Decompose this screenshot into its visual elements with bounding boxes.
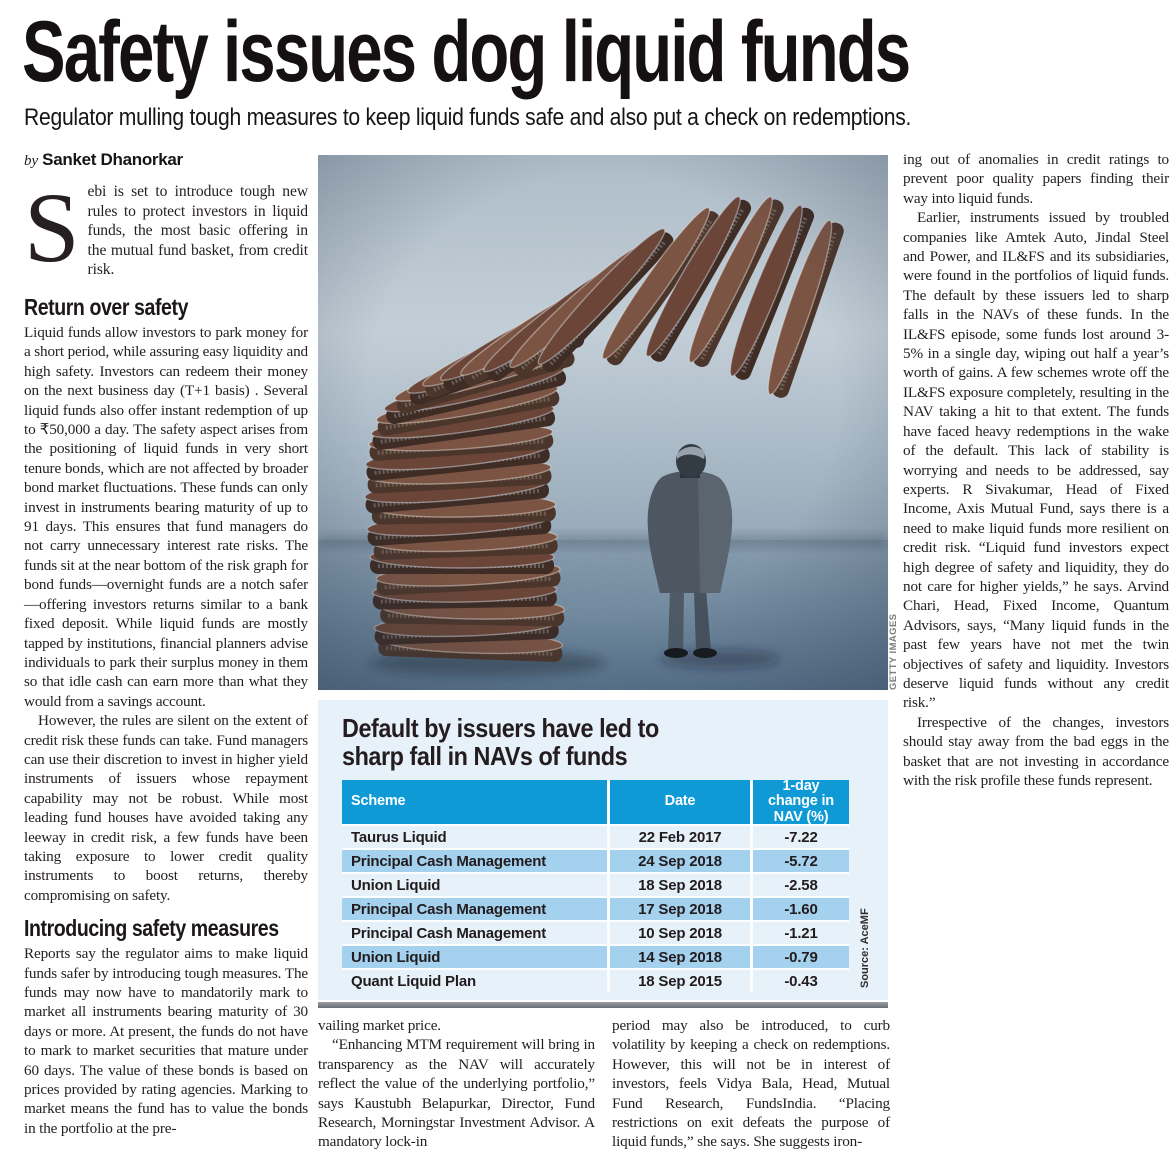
column-header-change: 1-day change in NAV (%) (753, 778, 849, 825)
section-heading-return-over-safety: Return over safety (24, 294, 189, 320)
paragraph: vailing market price. (318, 1017, 441, 1034)
subhead: Regulator mulling tough measures to keep… (24, 104, 912, 131)
table-cell-scheme: Quant Liquid Plan (342, 970, 607, 992)
panel-title-line1: Default by issuers have led to (342, 713, 659, 743)
table-cell-scheme: Principal Cash Management (342, 922, 607, 944)
nav-table: Scheme Date 1-day change in NAV (%) Taur… (342, 778, 849, 992)
paragraph: “Enhancing MTM requirement will bring in… (318, 1036, 595, 1151)
table-cell-date: 10 Sep 2018 (610, 922, 750, 944)
table-cell-change: -0.79 (753, 946, 849, 968)
table-cell-date: 24 Sep 2018 (610, 850, 750, 872)
photo-credit: GETTY IMAGES (888, 613, 899, 690)
table-cell-scheme: Union Liquid (342, 874, 607, 896)
coin-stack-photo (318, 155, 888, 690)
paragraph: However, the rules are silent on the ext… (24, 712, 308, 904)
table-cell-change: -2.58 (753, 874, 849, 896)
paragraph: Earlier, instruments issued by troubled … (903, 209, 1169, 712)
headline: Safety issues dog liquid funds (22, 4, 911, 100)
column-header-date: Date (610, 780, 750, 824)
coin-stack-illustration (318, 155, 888, 690)
table-cell-date: 18 Sep 2015 (610, 970, 750, 992)
bottom-column-2: period may also be introduced, to curb v… (612, 1016, 890, 1152)
paragraph: Reports say the regulator aims to make l… (24, 945, 308, 1137)
paragraph: Liquid funds allow investors to park mon… (24, 324, 308, 710)
column-header-scheme: Scheme (342, 780, 607, 824)
drop-cap: S (24, 172, 80, 283)
intro-text: ebi is set to introduce tough new rules … (87, 183, 309, 279)
section-heading-introducing-safety-measures: Introducing safety measures (24, 915, 279, 942)
table-cell-date: 22 Feb 2017 (610, 826, 750, 848)
byline-prefix: by (24, 153, 39, 169)
table-cell-date: 18 Sep 2018 (610, 874, 750, 896)
table-cell-date: 17 Sep 2018 (610, 898, 750, 920)
divider-rule (318, 1002, 888, 1008)
table-cell-change: -1.21 (753, 922, 849, 944)
nav-table-panel: Default by issuers have led to sharp fall… (318, 700, 888, 1000)
table-cell-scheme: Principal Cash Management (342, 850, 607, 872)
byline-author: Sanket Dhanorkar (42, 150, 183, 169)
paragraph: Irrespective of the changes, investors s… (903, 713, 1169, 789)
right-column: ing out of anomalies in credit ratings t… (903, 150, 1169, 790)
table-cell-scheme: Taurus Liquid (342, 826, 607, 848)
byline: by Sanket Dhanorkar (24, 150, 308, 170)
table-cell-change: -1.60 (753, 898, 849, 920)
table-cell-date: 14 Sep 2018 (610, 946, 750, 968)
table-cell-change: -5.72 (753, 850, 849, 872)
bottom-column-1: vailing market price. “Enhancing MTM req… (318, 1016, 595, 1152)
paragraph: ing out of anomalies in credit ratings t… (903, 151, 1169, 207)
table-source: Source: AceMF (859, 908, 871, 988)
table-cell-scheme: Principal Cash Management (342, 898, 607, 920)
table-cell-change: -0.43 (753, 970, 849, 992)
panel-title: Default by issuers have led to sharp fall… (342, 714, 833, 770)
table-cell-scheme: Union Liquid (342, 946, 607, 968)
table-cell-change: -7.22 (753, 826, 849, 848)
panel-title-line2: sharp fall in NAVs of funds (342, 741, 628, 771)
paragraph: period may also be introduced, to curb v… (612, 1017, 890, 1151)
